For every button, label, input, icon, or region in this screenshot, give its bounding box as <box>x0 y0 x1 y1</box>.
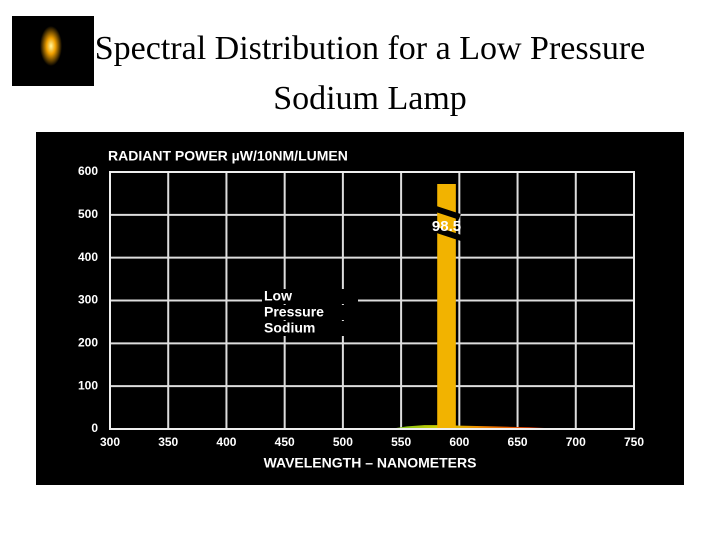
y-axis-title: RADIANT POWER µW/10NM/LUMEN <box>108 148 348 164</box>
y-tick-label: 0 <box>91 421 98 435</box>
plot-border <box>109 171 635 430</box>
x-tick-label: 650 <box>508 435 528 449</box>
slide-title: Spectral Distribution for a Low Pressure… <box>94 30 646 117</box>
annotation-bg <box>262 305 358 320</box>
x-tick-label: 400 <box>216 435 236 449</box>
y-tick-label: 100 <box>78 378 98 392</box>
x-tick-label: 550 <box>391 435 411 449</box>
x-axis-title: WAVELENGTH – NANOMETERS <box>264 455 477 471</box>
x-tick-label: 700 <box>566 435 586 449</box>
break-label: 98.5 <box>432 218 461 235</box>
annotation-text: Sodium <box>264 320 315 336</box>
x-tick-label: 500 <box>333 435 353 449</box>
annotation-text: Pressure <box>264 304 324 320</box>
annotation-text: Low <box>264 288 292 304</box>
y-tick-label: 400 <box>78 250 98 264</box>
y-tick-label: 600 <box>78 164 98 178</box>
y-tick-label: 300 <box>78 293 98 307</box>
x-tick-label: 600 <box>449 435 469 449</box>
chart-background <box>36 132 684 485</box>
x-tick-label: 450 <box>275 435 295 449</box>
lamp-glow <box>40 26 62 66</box>
annotation-bg <box>262 321 358 336</box>
x-tick-label: 300 <box>100 435 120 449</box>
axis-break <box>422 201 471 244</box>
x-tick-label: 750 <box>624 435 644 449</box>
annotation-bg <box>262 289 358 304</box>
x-tick-label: 350 <box>158 435 178 449</box>
y-tick-label: 500 <box>78 207 98 221</box>
y-tick-label: 200 <box>78 336 98 350</box>
spike-bar <box>437 183 456 429</box>
